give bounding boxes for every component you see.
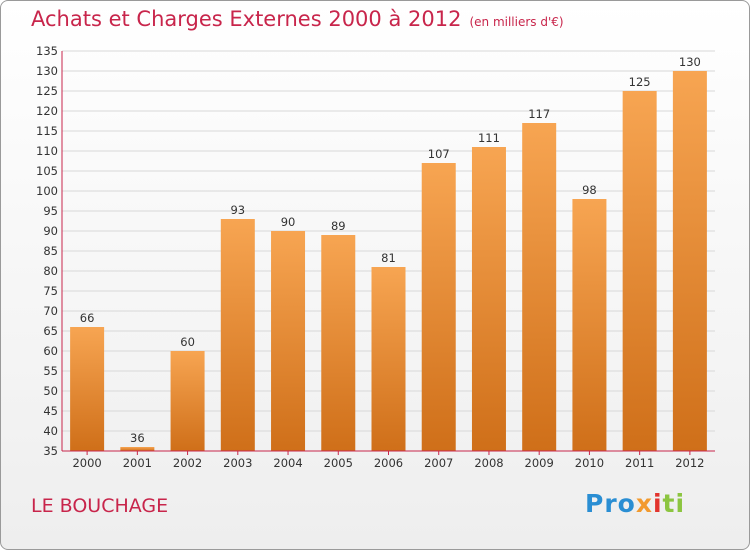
data-label: 81 [381,251,396,265]
y-tick-label: 115 [36,124,58,138]
y-tick-label: 55 [43,364,58,378]
y-tick-label: 90 [43,224,58,238]
x-tick-label: 2002 [173,456,202,470]
y-tick-label: 105 [36,164,58,178]
data-label: 111 [478,131,500,145]
y-tick-label: 135 [36,44,58,58]
chart-unit-label: (en milliers d'€) [469,15,564,29]
data-label: 98 [582,183,597,197]
bar [271,231,306,451]
x-tick-label: 2012 [675,456,704,470]
bar [321,235,356,451]
x-tick-label: 2003 [223,456,252,470]
y-tick-label: 80 [43,264,58,278]
y-tick-label: 75 [43,284,58,298]
bar [421,163,456,451]
y-tick-label: 60 [43,344,58,358]
bar [371,267,406,451]
x-tick-label: 2006 [374,456,403,470]
bar [220,219,255,451]
data-label: 117 [528,107,550,121]
x-tick-label: 2009 [525,456,554,470]
chart-title: Achats et Charges Externes 2000 à 2012 (e… [31,7,564,31]
bar [471,147,506,451]
x-tick-label: 2007 [424,456,453,470]
bar [522,123,557,451]
bar [170,351,205,451]
data-label: 125 [629,75,651,89]
x-tick-label: 2008 [474,456,503,470]
y-tick-label: 85 [43,244,58,258]
bar [572,199,607,451]
x-tick-label: 2004 [273,456,302,470]
y-tick-label: 130 [36,64,58,78]
bar [622,91,657,451]
bar [70,327,105,451]
y-tick-label: 100 [36,184,58,198]
bar-series [70,71,707,451]
y-tick-label: 40 [43,424,58,438]
chart-title-text: Achats et Charges Externes 2000 à 2012 [31,7,462,31]
x-tick-label: 2000 [72,456,101,470]
data-label: 90 [281,215,296,229]
bar [672,71,707,451]
x-tick-label: 2001 [123,456,152,470]
proxiti-logo: Proxiti [585,489,686,518]
y-tick-label: 70 [43,304,58,318]
y-tick-label: 125 [36,84,58,98]
y-tick-label: 120 [36,104,58,118]
x-tick-label: 2005 [324,456,353,470]
y-tick-label: 50 [43,384,58,398]
labels: 35 40 45 50 55 60 65 70 75 80 85 90 95 100 105 110 115 12… [36,44,704,470]
x-tick-label: 2011 [625,456,654,470]
data-label: 89 [331,219,346,233]
data-label: 60 [180,335,195,349]
bar [120,447,155,451]
commune-name: LE BOUCHAGE [31,495,169,517]
y-tick-label: 95 [43,204,58,218]
y-tick-label: 65 [43,324,58,338]
data-label: 107 [428,147,450,161]
y-tick-label: 35 [43,444,58,458]
data-label: 130 [679,55,701,69]
axes [61,51,715,455]
data-label: 36 [130,431,145,445]
x-tick-label: 2010 [575,456,604,470]
data-label: 66 [80,311,95,325]
data-label: 93 [230,203,245,217]
y-tick-label: 110 [36,144,58,158]
y-tick-label: 45 [43,404,58,418]
